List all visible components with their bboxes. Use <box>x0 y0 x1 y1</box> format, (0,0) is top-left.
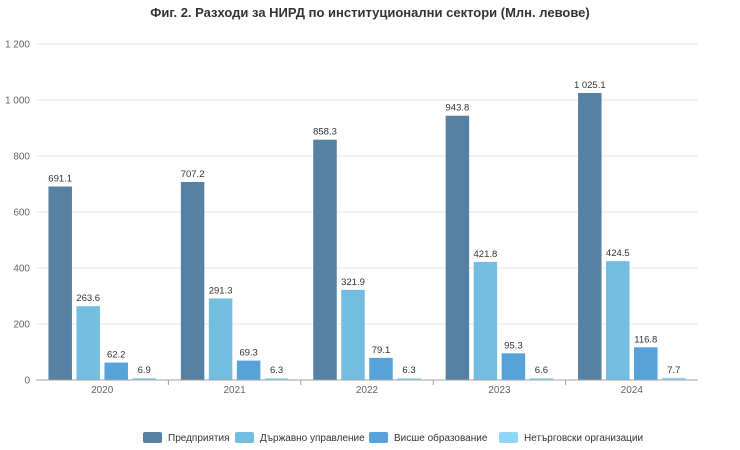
legend-item[interactable]: Предприятия <box>143 432 229 444</box>
x-tick-label: 2023 <box>488 385 511 396</box>
bar[interactable] <box>397 378 421 380</box>
data-label: 95.3 <box>504 340 523 351</box>
data-label: 6.9 <box>138 365 151 376</box>
data-label: 858.3 <box>313 127 337 138</box>
data-label: 62.2 <box>107 350 126 361</box>
data-label: 6.6 <box>535 365 548 376</box>
x-tick-label: 2024 <box>621 385 644 396</box>
data-label: 291.3 <box>209 285 233 296</box>
bar[interactable] <box>76 306 100 380</box>
x-tick-label: 2022 <box>356 385 379 396</box>
legend-swatch <box>143 432 162 443</box>
legend-label: Висше образование <box>394 432 488 444</box>
legend-label: Нетърговски организации <box>524 433 643 444</box>
legend[interactable]: Предприятия Държавно управление Висше обра… <box>143 432 643 444</box>
bar[interactable] <box>606 261 630 380</box>
chart-title: Фиг. 2. Разходи за НИРД по институционал… <box>150 5 589 20</box>
data-label: 691.1 <box>48 173 72 184</box>
y-tick-label: 1 200 <box>5 40 30 51</box>
data-label: 6.3 <box>270 365 283 376</box>
data-label: 707.2 <box>181 169 205 180</box>
data-label: 79.1 <box>372 345 391 356</box>
bar[interactable] <box>473 261 498 380</box>
data-label: 7.7 <box>667 365 680 376</box>
bar[interactable] <box>132 378 156 380</box>
legend-item[interactable]: Нетърговски организации <box>499 432 643 444</box>
bar-series: 691.1 263.6 62.2 6.9 707.2 291.3 69.3 6.3 858.3 3… <box>48 80 686 381</box>
legend-swatch <box>499 432 518 443</box>
data-label: 321.9 <box>341 277 365 288</box>
bar[interactable] <box>578 92 602 381</box>
bar[interactable] <box>341 289 365 380</box>
y-tick-label: 0 <box>24 376 30 387</box>
data-label: 69.3 <box>239 348 258 359</box>
bar[interactable] <box>180 181 205 380</box>
bar[interactable] <box>48 186 72 380</box>
legend-label: Държавно управление <box>260 433 365 444</box>
y-tick-label: 1 000 <box>5 96 30 107</box>
bar[interactable] <box>529 378 554 380</box>
y-tick-label: 200 <box>13 320 30 331</box>
legend-swatch <box>235 432 254 443</box>
data-label: 1 025.1 <box>574 80 606 91</box>
bar[interactable] <box>208 298 233 380</box>
data-label: 424.5 <box>606 248 630 259</box>
bar[interactable] <box>313 139 337 380</box>
bar[interactable] <box>445 115 470 381</box>
data-label: 116.8 <box>634 334 657 345</box>
bar[interactable] <box>662 377 686 380</box>
bar[interactable] <box>236 360 261 380</box>
x-tick-label: 2020 <box>91 385 114 396</box>
y-tick-label: 800 <box>13 152 30 163</box>
y-axis: 0 200 400 600 800 1 000 1 200 <box>5 40 30 387</box>
data-label: 943.8 <box>446 103 470 114</box>
bar[interactable] <box>369 357 393 380</box>
legend-label: Предприятия <box>168 433 229 444</box>
x-axis: 2020 2021 2022 2023 2024 <box>36 379 698 396</box>
bar[interactable] <box>104 362 128 380</box>
legend-swatch <box>369 432 388 443</box>
bar[interactable] <box>501 353 526 380</box>
x-tick-label: 2021 <box>223 385 246 396</box>
data-label: 263.6 <box>76 293 100 304</box>
data-label: 6.3 <box>402 365 415 376</box>
bar[interactable] <box>634 347 658 380</box>
data-label: 421.8 <box>474 249 498 260</box>
legend-item[interactable]: Държавно управление <box>235 432 365 444</box>
legend-item[interactable]: Висше образование <box>369 432 488 444</box>
y-tick-label: 400 <box>13 264 30 275</box>
bar[interactable] <box>264 378 289 380</box>
y-tick-label: 600 <box>13 208 30 219</box>
